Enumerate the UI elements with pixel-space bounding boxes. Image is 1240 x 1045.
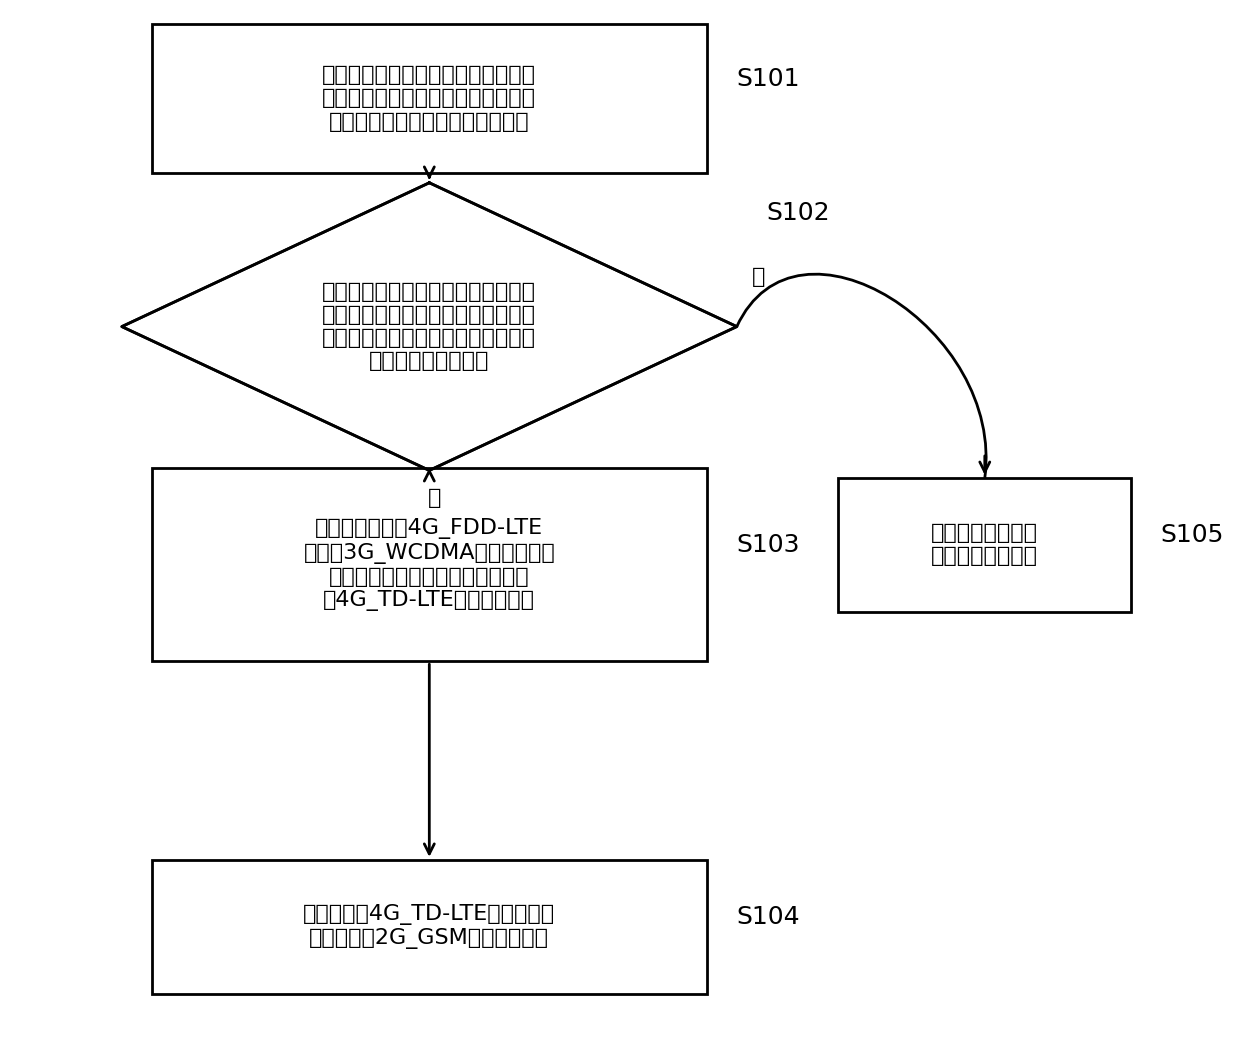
Text: 当终端进行上网操作时，检测实时上
传或者下载的文件大小和计算终端在
单位时间内的平均上传下载数据量: 当终端进行上网操作时，检测实时上 传或者下载的文件大小和计算终端在 单位时间内的… xyxy=(322,65,537,132)
Bar xyxy=(151,24,707,172)
Text: 是: 是 xyxy=(428,488,441,508)
Text: 使终端按照默认的
网络方式进行上网: 使终端按照默认的 网络方式进行上网 xyxy=(931,524,1038,566)
Bar xyxy=(151,468,707,661)
Text: S101: S101 xyxy=(737,67,800,91)
Text: 若当前没有4G_TD-LTE网络，则使
终端切换为2G_GSM网络进行上网: 若当前没有4G_TD-LTE网络，则使 终端切换为2G_GSM网络进行上网 xyxy=(304,904,556,949)
Text: S105: S105 xyxy=(1161,522,1224,547)
Bar xyxy=(151,860,707,994)
Bar xyxy=(838,478,1131,611)
Text: S103: S103 xyxy=(737,533,800,557)
Text: 使终端同时关闭4G_FDD-LTE
网络和3G_WCDMA网络，并且优
先切换为功耗与网速之间权衡最好
的4G_TD-LTE网络进行上网: 使终端同时关闭4G_FDD-LTE 网络和3G_WCDMA网络，并且优 先切换为… xyxy=(304,518,556,611)
Polygon shape xyxy=(122,183,737,470)
Text: S104: S104 xyxy=(737,905,801,929)
Text: 判断实时上传或者下载的文件大小是
否小于预设的文件大小阈值且在单位
时间内的平均上传下载数据量是否小
于预设的数据量阈值: 判断实时上传或者下载的文件大小是 否小于预设的文件大小阈值且在单位 时间内的平均… xyxy=(322,282,537,371)
Text: S102: S102 xyxy=(766,201,831,225)
Text: 否: 否 xyxy=(751,266,765,287)
